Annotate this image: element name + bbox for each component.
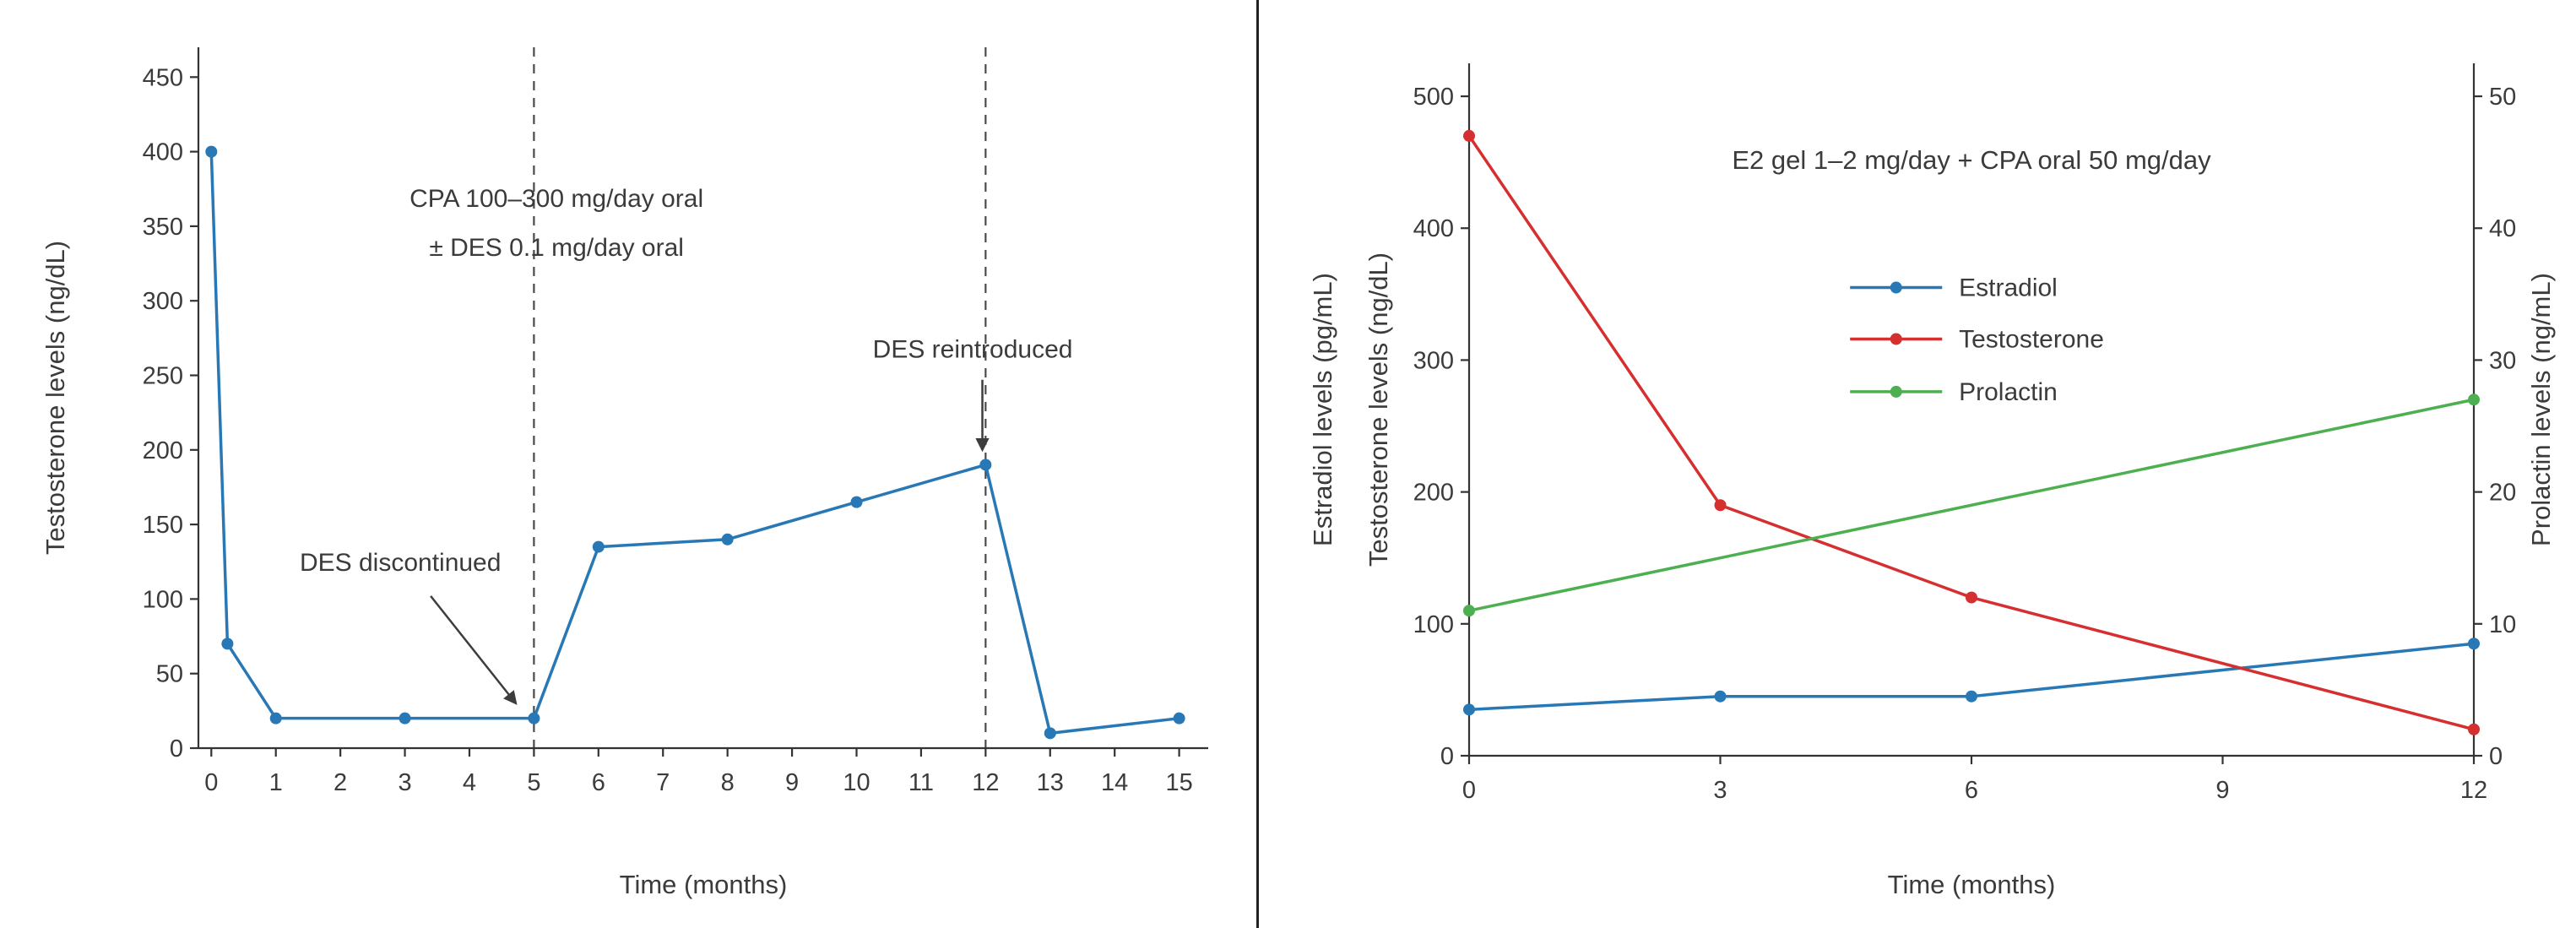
y-tick-label: 200: [1413, 480, 1454, 507]
series-line-testosterone: [1467, 134, 2476, 731]
data-point-estradiol: [1463, 703, 1475, 716]
x-axis-title: Time (months): [1888, 870, 2056, 899]
data-point-testosterone: [1463, 129, 1475, 142]
y-tick-label: 0: [170, 735, 183, 762]
y-axis-title: Estradiol levels (pg/mL): [1308, 273, 1337, 546]
dose-annotation-line: CPA 100–300 mg/day oral: [409, 185, 703, 213]
data-point-testosterone: [1044, 727, 1056, 740]
y-axis-title: Testosterone levels (ng/dL): [1364, 252, 1393, 567]
x-axis-title: Time (months): [620, 870, 788, 899]
legend-label-prolactin: Prolactin: [1959, 378, 2058, 406]
data-point-testosterone: [221, 638, 234, 650]
series-line-prolactin: [1467, 398, 2476, 612]
y-tick-label: 400: [1413, 215, 1454, 242]
x-tick-label: 12: [972, 769, 999, 796]
x-tick-label: 10: [843, 769, 870, 796]
y2-axis-title: Prolactin levels (ng/mL): [2526, 273, 2556, 546]
x-tick-label: 13: [1037, 769, 1064, 796]
data-point-testosterone: [2468, 723, 2480, 735]
event-annotation-label: DES reintroduced: [873, 335, 1073, 363]
data-point-testosterone: [1966, 591, 1977, 604]
y-tick-label: 400: [143, 139, 183, 166]
data-point-testosterone: [399, 712, 411, 724]
y-tick-label: 300: [143, 288, 183, 315]
x-tick-label: 6: [1965, 777, 1978, 804]
x-tick-label: 2: [334, 769, 347, 796]
data-point-testosterone: [1714, 499, 1727, 512]
legend-marker-testosterone: [1890, 333, 1902, 345]
y2-tick-label: 10: [2489, 611, 2516, 638]
panel-divider: [1256, 0, 1259, 928]
legend-label-estradiol: Estradiol: [1959, 274, 2058, 302]
chart-title: E2 gel 1–2 mg/day + CPA oral 50 mg/day: [1732, 145, 2211, 175]
data-point-testosterone: [528, 712, 540, 724]
dose-annotation-line: ± DES 0.1 mg/day oral: [429, 234, 684, 262]
x-tick-label: 15: [1165, 769, 1192, 796]
x-tick-label: 12: [2460, 777, 2487, 804]
x-tick-label: 9: [785, 769, 799, 796]
series-line-testosterone: [209, 149, 1181, 735]
x-tick-label: 3: [398, 769, 411, 796]
data-point-estradiol: [2468, 638, 2480, 650]
data-point-estradiol: [1966, 690, 1977, 703]
data-point-testosterone: [269, 712, 282, 724]
legend-marker-estradiol: [1890, 281, 1902, 294]
y-tick-label: 450: [143, 64, 183, 91]
data-point-testosterone: [850, 496, 863, 508]
annotation-arrow: [430, 595, 518, 705]
legend-marker-prolactin: [1890, 385, 1902, 398]
left-chart-panel: 0 1 2 3 4 5 6 7 8 9 10 11 12 13 14 15 0 50 100 150 200 250 300…: [0, 0, 1256, 928]
y-tick-label: 350: [143, 214, 183, 241]
data-point-testosterone: [979, 459, 992, 471]
y-tick-label: 0: [1440, 743, 1454, 770]
y-tick-label: 200: [143, 437, 183, 464]
data-point-testosterone: [1173, 712, 1185, 724]
data-point-prolactin: [1463, 605, 1475, 617]
y-axis-title: Testosterone levels (ng/dL): [41, 241, 70, 555]
x-tick-label: 14: [1101, 769, 1128, 796]
y-tick-label: 300: [1413, 347, 1454, 374]
x-tick-label: 11: [908, 769, 934, 796]
y2-tick-label: 20: [2489, 480, 2516, 507]
x-tick-label: 6: [592, 769, 605, 796]
x-tick-label: 8: [721, 769, 735, 796]
y-tick-label: 50: [156, 661, 183, 688]
y-tick-label: 500: [1413, 84, 1454, 111]
y2-tick-label: 40: [2489, 215, 2516, 242]
data-point-testosterone: [721, 533, 734, 545]
data-point-estradiol: [1714, 690, 1727, 703]
y2-tick-label: 0: [2489, 743, 2503, 770]
y-tick-label: 100: [143, 586, 183, 613]
y-tick-label: 150: [143, 512, 183, 539]
right-chart-panel: 0 3 6 9 12 0 100 200 300 400 500 0 10 20 30 40 50 E2 gel …: [1259, 0, 2576, 928]
y2-tick-label: 50: [2489, 84, 2516, 111]
event-annotation-label: DES discontinued: [300, 549, 501, 577]
y2-tick-label: 30: [2489, 347, 2516, 374]
legend-label-testosterone: Testosterone: [1959, 325, 2104, 353]
data-point-prolactin: [2468, 393, 2480, 406]
x-tick-label: 5: [527, 769, 540, 796]
cpa-des-testosterone-chart: 0 1 2 3 4 5 6 7 8 9 10 11 12 13 14 15050100150200250300…: [41, 47, 1208, 899]
data-point-testosterone: [592, 540, 605, 553]
data-point-testosterone: [205, 145, 218, 158]
x-tick-label: 4: [463, 769, 476, 796]
x-tick-label: 0: [1462, 777, 1476, 804]
x-tick-label: 9: [2215, 777, 2229, 804]
series-line-estradiol: [1467, 642, 2476, 712]
x-tick-label: 3: [1713, 777, 1727, 804]
x-tick-label: 0: [204, 769, 218, 796]
x-tick-label: 1: [269, 769, 283, 796]
x-tick-label: 7: [656, 769, 670, 796]
y-tick-label: 250: [143, 363, 183, 390]
y-tick-label: 100: [1413, 611, 1454, 638]
